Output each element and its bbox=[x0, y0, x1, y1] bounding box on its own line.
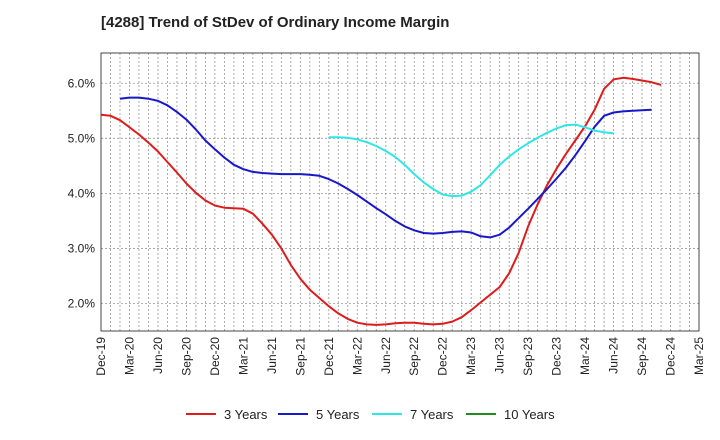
x-tick-label: Jun-24 bbox=[607, 337, 621, 374]
x-tick-label: Dec-20 bbox=[208, 337, 222, 376]
x-tick-label: Sep-21 bbox=[293, 337, 307, 376]
x-tick-label: Jun-21 bbox=[265, 337, 279, 374]
x-tick-label: Sep-22 bbox=[407, 337, 421, 376]
x-tick-label: Sep-20 bbox=[179, 337, 193, 376]
x-tick-label: Dec-22 bbox=[436, 337, 450, 376]
y-tick-label: 5.0% bbox=[68, 131, 96, 145]
y-tick-label: 6.0% bbox=[68, 76, 96, 90]
y-axis-ticks: 2.0% 3.0% 4.0% 5.0% 6.0% bbox=[68, 76, 96, 310]
y-tick-label: 3.0% bbox=[68, 241, 96, 255]
x-tick-label: Mar-23 bbox=[464, 337, 478, 375]
chart-title: [4288] Trend of StDev of Ordinary Income… bbox=[101, 14, 450, 31]
x-axis-ticks: Dec-19 Mar-20 Jun-20 Sep-20 Dec-20 Mar-21 Jun-… bbox=[94, 337, 706, 376]
x-tick-label: Jun-22 bbox=[379, 337, 393, 374]
grid-lines bbox=[101, 53, 699, 331]
y-tick-label: 4.0% bbox=[68, 186, 96, 200]
legend-label-5-years: 5 Years bbox=[316, 407, 360, 422]
x-tick-label: Mar-24 bbox=[578, 337, 592, 375]
series-line-3-years bbox=[100, 76, 662, 326]
x-tick-label: Jun-23 bbox=[493, 337, 507, 374]
x-tick-label: Sep-24 bbox=[635, 337, 649, 376]
series-line-7-years bbox=[328, 123, 614, 198]
x-tick-label: Dec-23 bbox=[550, 337, 564, 376]
plot-area-frame bbox=[100, 52, 700, 332]
y-tick-label: 2.0% bbox=[68, 296, 96, 310]
x-tick-label: Dec-19 bbox=[94, 337, 108, 376]
x-tick-label: Mar-22 bbox=[350, 337, 364, 375]
x-tick-label: Mar-21 bbox=[236, 337, 250, 375]
legend-label-10-years: 10 Years bbox=[504, 407, 555, 422]
series-line-5-years bbox=[119, 96, 652, 239]
series-layer bbox=[100, 76, 662, 326]
x-tick-label: Dec-24 bbox=[664, 337, 678, 376]
legend-label-7-years: 7 Years bbox=[410, 407, 454, 422]
x-tick-label: Dec-21 bbox=[322, 337, 336, 376]
legend-label-3-years: 3 Years bbox=[224, 407, 268, 422]
legend: 3 Years 5 Years 7 Years 10 Years bbox=[186, 407, 555, 422]
x-tick-label: Jun-20 bbox=[151, 337, 165, 374]
x-tick-label: Mar-25 bbox=[692, 337, 706, 375]
x-tick-label: Mar-20 bbox=[122, 337, 136, 375]
x-tick-label: Sep-23 bbox=[521, 337, 535, 376]
